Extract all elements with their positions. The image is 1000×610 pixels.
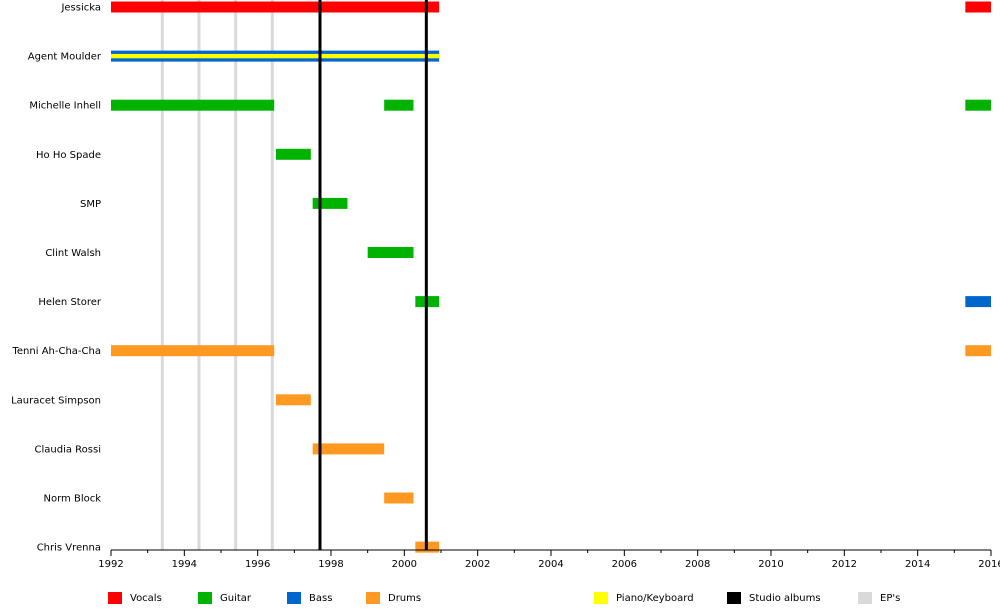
- x-axis-tick-label: 2004: [538, 559, 563, 570]
- legend-item: Guitar: [198, 588, 251, 608]
- legend-swatch: [287, 592, 301, 604]
- member-period-secondary-stripe: [111, 53, 440, 59]
- legend-label: Guitar: [220, 592, 252, 604]
- studio-album-markers: [318, 0, 428, 550]
- member-period-bar: [276, 394, 311, 406]
- x-axis-tick-label: 1992: [98, 559, 123, 570]
- legend-swatch: [858, 592, 872, 604]
- member-period-bar: [965, 345, 991, 357]
- x-axis-tick-label: 1996: [245, 559, 270, 570]
- x-axis-tick-label: 2010: [758, 559, 783, 570]
- legend-label: Bass: [309, 592, 333, 604]
- legend-item: Piano/Keyboard: [594, 588, 694, 608]
- member-name-label: Chris Vrenna: [37, 543, 101, 554]
- legend-label: EP's: [880, 592, 901, 604]
- member-period-bar: [111, 99, 275, 111]
- x-axis-tick-label: 2016: [978, 559, 1000, 570]
- legend-swatch: [594, 592, 608, 604]
- x-axis-tick-label: 2014: [905, 559, 930, 570]
- member-period-bar: [965, 99, 991, 111]
- member-name-label: Tenni Ah-Cha-Cha: [12, 346, 102, 357]
- ep-markers: [160, 0, 274, 550]
- member-period-bar: [312, 443, 385, 455]
- member-period-bar: [965, 1, 991, 13]
- legend-item: Bass: [287, 588, 332, 608]
- member-name-label: Lauracet Simpson: [11, 395, 101, 406]
- member-name-label: Clint Walsh: [45, 248, 101, 259]
- legend-label: Vocals: [130, 592, 162, 604]
- x-axis-tick-label: 2012: [832, 559, 857, 570]
- member-name-label: Norm Block: [44, 494, 102, 505]
- legend-item: Studio albums: [727, 588, 821, 608]
- x-axis-tick-label: 1998: [318, 559, 343, 570]
- x-axis-tick-label: 2006: [612, 559, 637, 570]
- legend-swatch: [108, 592, 122, 604]
- member-name-label: Jessicka: [60, 3, 101, 14]
- member-name-label: Claudia Rossi: [35, 444, 101, 455]
- legend-label: Piano/Keyboard: [616, 592, 694, 604]
- member-names: Jessicka Agent Moulder Michelle Inhell Ho H…: [11, 3, 102, 554]
- member-period-bar: [276, 148, 311, 160]
- legend-swatch: [366, 592, 380, 604]
- member-period-bar: [111, 1, 440, 13]
- x-axis-tick-label: 2008: [685, 559, 710, 570]
- legend-label: Drums: [388, 592, 422, 604]
- legend-label: Studio albums: [749, 592, 821, 604]
- x-axis-tick-label: 2002: [465, 559, 490, 570]
- member-name-label: SMP: [80, 199, 101, 210]
- member-period-bar: [367, 247, 414, 258]
- legend: Vocals Guitar Bass Drums Piano/Keyboard Studi…: [0, 588, 1000, 608]
- member-period-bar: [384, 99, 414, 111]
- timeline-chart: Jessicka Agent Moulder Michelle Inhell Ho H…: [11, 0, 1000, 570]
- legend-item: EP's: [858, 588, 900, 608]
- legend-swatch: [727, 592, 741, 604]
- member-period-bar: [384, 492, 414, 504]
- member-bars: [111, 1, 991, 553]
- member-name-label: Agent Moulder: [28, 52, 102, 63]
- legend-swatch: [198, 592, 212, 604]
- member-period-bar: [111, 345, 275, 357]
- member-name-label: Ho Ho Spade: [36, 150, 101, 161]
- x-axis-tick-label: 2000: [392, 559, 417, 570]
- member-period-bar: [965, 296, 991, 308]
- x-axis-tick-label: 1994: [172, 559, 197, 570]
- member-period-bar: [312, 197, 348, 209]
- member-name-label: Helen Storer: [38, 297, 102, 308]
- member-name-label: Michelle Inhell: [29, 101, 101, 112]
- x-axis: 1992 1994 1996 1998 2000 2002 2004 2006 2008 2010…: [98, 549, 1000, 570]
- legend-item: Drums: [366, 588, 421, 608]
- legend-item: Vocals: [108, 588, 162, 608]
